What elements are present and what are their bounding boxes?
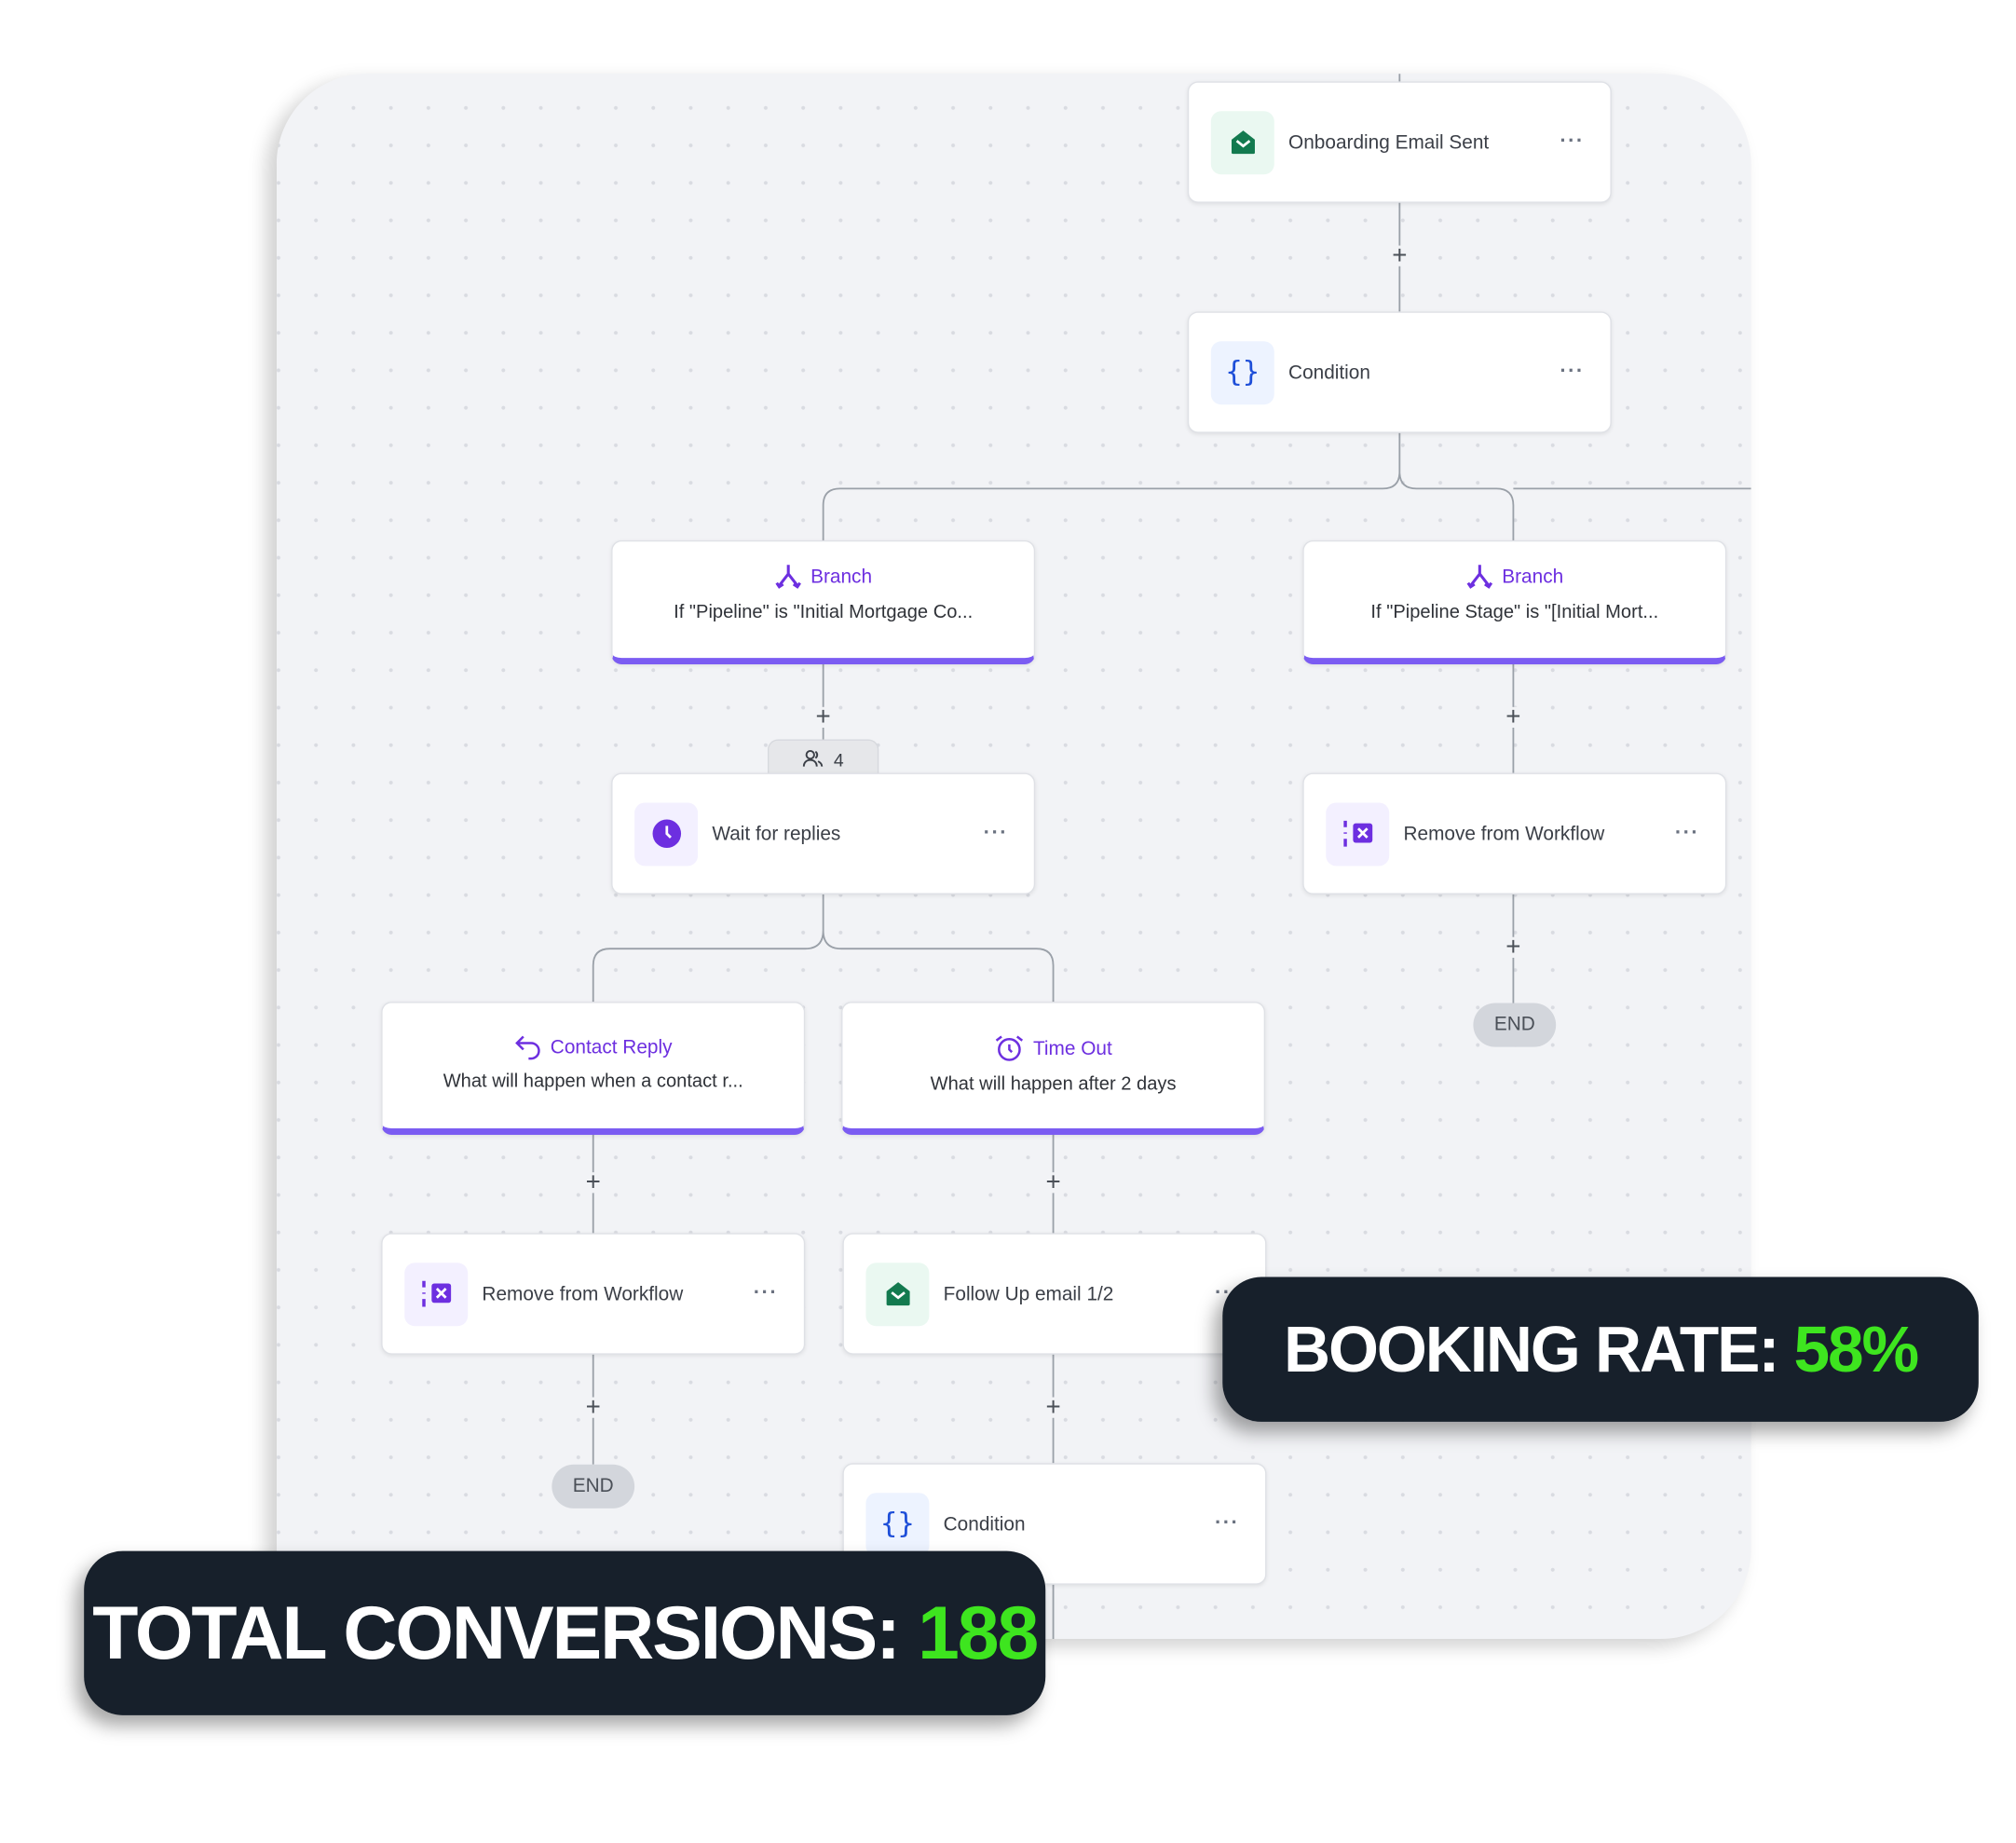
branch-description: What will happen after 2 days — [930, 1073, 1177, 1095]
more-menu-button[interactable]: ··· — [1560, 130, 1585, 153]
node-label: Wait for replies — [712, 822, 841, 845]
branch-split-icon — [775, 565, 802, 589]
total-conversions-label: TOTAL CONVERSIONS: — [92, 1590, 919, 1675]
branch-title: Branch — [810, 565, 873, 588]
users-icon — [802, 749, 824, 767]
node-label: Follow Up email 1/2 — [943, 1282, 1114, 1305]
add-step-button[interactable]: + — [1389, 243, 1410, 269]
more-menu-button[interactable]: ··· — [1214, 1512, 1240, 1535]
node-label: Remove from Workflow — [482, 1282, 684, 1305]
end-node: END — [1473, 1003, 1557, 1047]
condition-node[interactable]: {} Condition ··· — [1187, 311, 1612, 433]
branch-condition: If "Pipeline Stage" is "[Initial Mort... — [1370, 602, 1659, 623]
onboarding-email-node[interactable]: Onboarding Email Sent ··· — [1187, 81, 1612, 203]
curly-braces-icon: {} — [1210, 340, 1274, 404]
remove-workflow-icon — [404, 1262, 469, 1326]
node-label: Onboarding Email Sent — [1288, 130, 1490, 154]
branch-node-right[interactable]: Branch If "Pipeline Stage" is "[Initial … — [1302, 539, 1727, 665]
add-step-button[interactable]: + — [1503, 935, 1524, 961]
alarm-clock-icon — [996, 1035, 1024, 1061]
branch-title: Time Out — [1032, 1037, 1112, 1059]
node-label: Condition — [943, 1512, 1026, 1536]
time-out-node[interactable]: Time Out What will happen after 2 days — [841, 1002, 1266, 1135]
branch-split-icon — [1466, 565, 1493, 589]
more-menu-button[interactable]: ··· — [1674, 822, 1700, 844]
node-label: Remove from Workflow — [1403, 822, 1605, 845]
more-menu-button[interactable]: ··· — [753, 1282, 779, 1304]
add-step-button[interactable]: + — [582, 1395, 604, 1421]
reply-arrow-icon — [514, 1035, 540, 1060]
wait-for-replies-node[interactable]: Wait for replies ··· — [611, 772, 1036, 894]
clock-icon — [634, 801, 699, 866]
remove-workflow-icon — [1326, 801, 1390, 866]
more-menu-button[interactable]: ··· — [1560, 361, 1585, 383]
booking-rate-value: 58% — [1793, 1313, 1920, 1386]
branch-node-left[interactable]: Branch If "Pipeline" is "Initial Mortgag… — [611, 539, 1036, 665]
curly-braces-icon: {} — [865, 1492, 930, 1556]
branch-title: Contact Reply — [550, 1035, 673, 1058]
booking-rate-badge: BOOKING RATE: 58% — [1222, 1276, 1979, 1422]
remove-from-workflow-node[interactable]: Remove from Workflow ··· — [1302, 772, 1727, 894]
contact-reply-node[interactable]: Contact Reply What will happen when a co… — [381, 1002, 806, 1135]
end-node: END — [552, 1464, 635, 1509]
envelope-open-icon — [1210, 110, 1274, 174]
total-conversions-badge: TOTAL CONVERSIONS: 188 — [84, 1550, 1046, 1715]
total-conversions-value: 188 — [918, 1590, 1039, 1675]
more-menu-button[interactable]: ··· — [983, 822, 1009, 844]
add-step-button[interactable]: + — [582, 1169, 604, 1195]
envelope-open-icon — [865, 1262, 930, 1326]
add-step-button[interactable]: + — [1503, 704, 1524, 730]
branch-description: What will happen when a contact r... — [443, 1071, 743, 1093]
add-step-button[interactable]: + — [1042, 1395, 1064, 1421]
add-step-button[interactable]: + — [812, 704, 834, 730]
booking-rate-label: BOOKING RATE: — [1283, 1313, 1794, 1386]
follow-up-email-node[interactable]: Follow Up email 1/2 ··· — [842, 1233, 1267, 1355]
remove-from-workflow-node[interactable]: Remove from Workflow ··· — [381, 1233, 806, 1355]
node-label: Condition — [1288, 361, 1370, 384]
branch-title: Branch — [1502, 565, 1564, 588]
branch-condition: If "Pipeline" is "Initial Mortgage Co... — [674, 602, 974, 623]
contact-count: 4 — [833, 749, 844, 771]
add-step-button[interactable]: + — [1042, 1169, 1064, 1195]
